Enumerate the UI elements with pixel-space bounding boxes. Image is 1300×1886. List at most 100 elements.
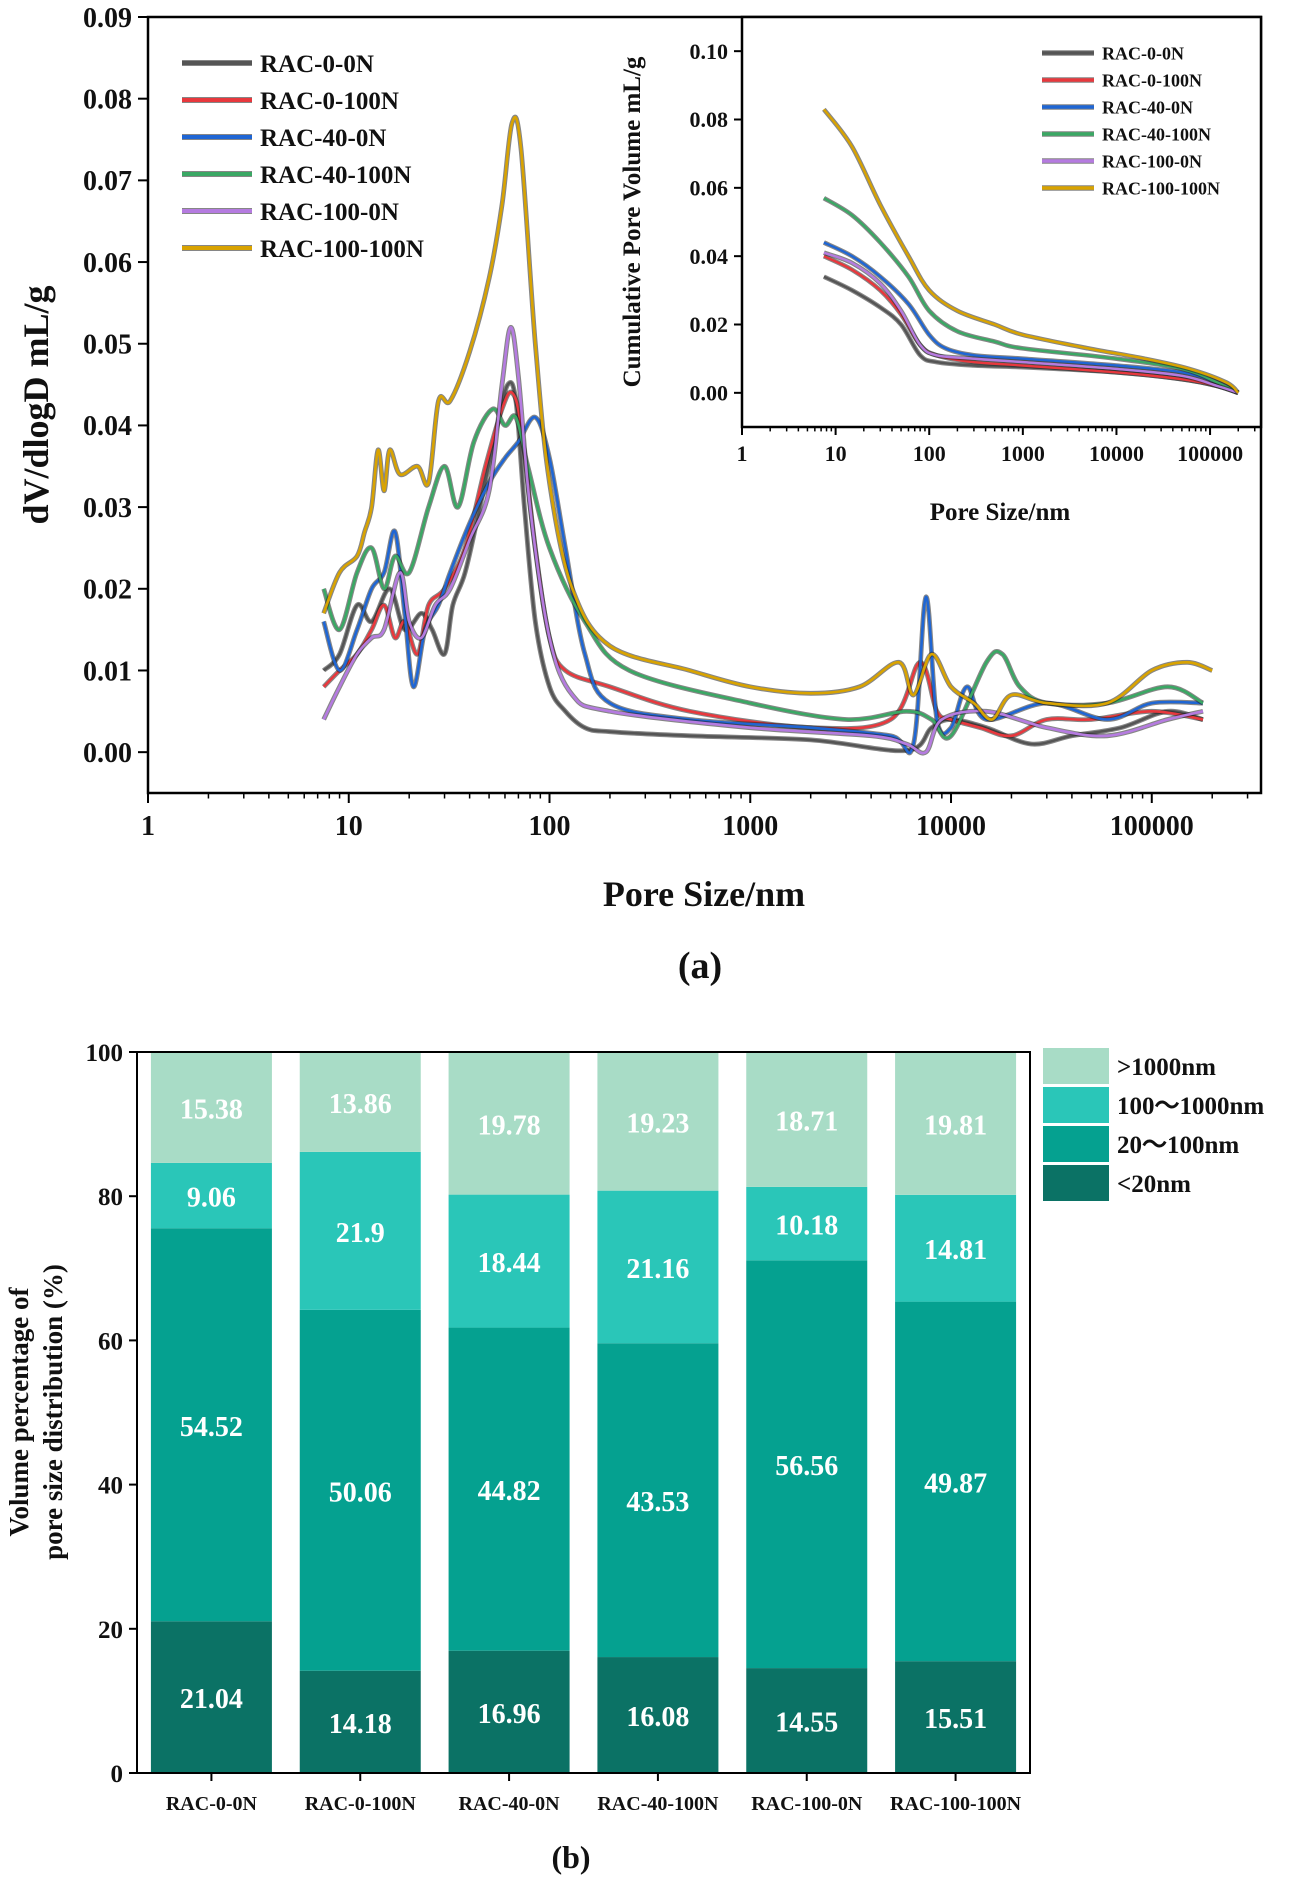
panel-b-bar-segment [448,1327,570,1651]
panel-b-bar-value-label: 54.52 [180,1412,243,1443]
inset-xtick-label: 10000 [1089,441,1144,466]
panel-b-bar-segment [895,1661,1017,1773]
panel-b-ytick-label: 0 [111,1761,124,1788]
panel-b-bar-value-label: 15.38 [180,1094,243,1125]
panel-b-bar-segment [746,1052,868,1187]
panel-b-legend-label: >1000nm [1117,1054,1216,1081]
inset-xtick-label: 100000 [1177,441,1243,466]
panel-b-category-label: RAC-0-100N [305,1793,417,1815]
panel-b-bar-value-label: 49.87 [924,1468,987,1499]
panel-a-legend-label: RAC-100-100N [260,236,424,263]
panel-b-bar-value-label: 16.08 [626,1702,689,1733]
panel-b-ylabel-line2: pore size distribution (%) [38,1264,68,1560]
panel-b-bar-segment [448,1194,570,1328]
panel-b-bar-segment [299,1309,421,1671]
panel-a-ytick-label: 0.08 [83,84,132,115]
panel-b-category-label: RAC-40-100N [597,1793,719,1815]
panel-a-xtick-label: 1 [141,811,155,842]
panel-a-xtick-label: 1000 [722,811,778,842]
panel-b-bar-segment [746,1260,868,1669]
panel-b-bar-value-label: 18.71 [775,1106,838,1137]
panel-a-legend-label: RAC-0-100N [260,88,399,115]
inset-series-line-rac-100-0n [823,251,1239,394]
panel-b-ytick-label: 60 [98,1328,123,1355]
inset-legend-label: RAC-100-100N [1102,178,1220,198]
panel-b-axes: RAC-0-0N RAC-0-100N RAC-40-0N RAC-40-100N RA… [86,1040,1022,1815]
panel-b-legend-swatch [1043,1126,1109,1162]
panel-a-axes: 1 10 100 1000 10000 100000 0.00 0.01 0.02 0.03 0.0… [83,3,1249,842]
panel-a-xlabel: Pore Size/nm [603,874,805,914]
panel-b-bar-value-label: 50.06 [329,1477,392,1508]
panel-b-bar-segment [150,1052,272,1163]
inset-ytick-label: 0.08 [690,107,729,132]
panel-b-legend-label: <20nm [1117,1171,1191,1198]
panel-a-series-line-rac-100-0n [322,326,1204,755]
panel-b-ytick-label: 40 [98,1473,123,1500]
inset-chart: 1 10 100 1000 10000 100000 0.00 0.02 0.04 0.06 0.0… [619,15,1263,526]
inset-xlabel: Pore Size/nm [930,499,1071,526]
inset-xtick-label: 100 [913,441,946,466]
panel-a-ytick-label: 0.01 [83,656,132,687]
panel-b-chart: 21.04 54.52 9.06 15.38 14.18 50.06 21.9 13.86 16… [4,1040,1264,1875]
panel-b-bar-value-label: 14.18 [329,1709,392,1740]
inset-axes: 1 10 100 1000 10000 100000 0.00 0.02 0.04 0.06 0.0… [690,39,1256,466]
panel-b-bar-value-label: 19.78 [478,1110,541,1141]
inset-legend-label: RAC-0-0N [1102,43,1184,63]
inset-ytick-label: 0.00 [690,381,729,406]
panel-b-bar-segment [746,1668,868,1773]
panel-b-bar-segment [150,1162,272,1229]
inset-series-line-rac-100-100n [822,108,1240,394]
panel-a-series-outline-rac-40-0n [321,414,1204,756]
inset-legend-label: RAC-40-100N [1102,124,1211,144]
panel-b-bar-value-label: 19.23 [626,1108,689,1139]
panel-b-bar-value-label: 16.96 [478,1699,541,1730]
panel-a-ytick-label: 0.00 [83,738,132,769]
panel-a-ylabel: dV/dlogD mL/g [16,285,56,524]
inset-ytick-label: 0.04 [690,244,729,269]
panel-b-legend-label: 20～100nm [1117,1132,1239,1159]
inset-series-line-rac-0-100n [823,255,1239,394]
panel-a-ytick-label: 0.06 [83,248,132,279]
panel-b-bar-segment [150,1228,272,1622]
panel-b-bar-value-label: 9.06 [187,1183,236,1214]
panel-a-legend-label: RAC-40-0N [260,125,386,152]
inset-ytick-label: 0.06 [690,176,729,201]
panel-b-bar-segment [597,1190,719,1344]
panel-b-bar-segment [895,1052,1017,1195]
panel-a-series-line-rac-40-100n [322,407,1204,740]
panel-b-ylabel-line1: Volume percentage of [4,1287,34,1537]
panel-b-bar-value-label: 21.04 [180,1684,243,1715]
panel-a-xtick-label: 10000 [916,811,986,842]
panel-b-bar-segment [299,1151,421,1310]
panel-a-plot-area [321,114,1214,756]
panel-b-bar-segment [597,1657,719,1773]
panel-a-xtick-label: 100000 [1110,811,1194,842]
panel-a-legend-label: RAC-100-0N [260,199,399,226]
panel-b-plot-area: 21.04 54.52 9.06 15.38 14.18 50.06 21.9 13.86 16… [150,1052,1017,1773]
panel-b-ytick-label: 100 [86,1040,124,1067]
panel-b-bar-segment [150,1621,272,1773]
panel-a-ytick-label: 0.05 [83,330,132,361]
inset-legend-label: RAC-40-0N [1102,97,1193,117]
panel-b-bar-value-label: 44.82 [478,1476,541,1507]
panel-b-bar-value-label: 19.81 [924,1110,987,1141]
panel-b-bar-value-label: 56.56 [775,1451,838,1482]
panel-a-ytick-label: 0.03 [83,493,132,524]
inset-ytick-label: 0.02 [690,312,729,337]
panel-b-legend-swatch [1043,1087,1109,1123]
panel-b-legend-label: 100～1000nm [1117,1093,1264,1120]
panel-b-bar-segment [597,1052,719,1191]
panel-b-bar-value-label: 14.81 [924,1235,987,1266]
inset-legend: RAC-0-0N RAC-0-100N RAC-40-0N RAC-40-100N RA… [1042,43,1220,198]
panel-b-bar-segment [746,1186,868,1261]
panel-b-bar-value-label: 21.9 [336,1218,385,1249]
panel-b-bar-segment [448,1052,570,1195]
panel-a-ytick-label: 0.07 [83,166,132,197]
panel-a-ytick-label: 0.09 [83,3,132,34]
panel-b-legend-swatch [1043,1048,1109,1084]
panel-a-series-line-rac-40-0n [322,415,1204,755]
inset-ytick-label: 0.10 [690,39,729,64]
panel-b-bar-segment [299,1052,421,1152]
inset-xtick-label: 1 [737,441,748,466]
